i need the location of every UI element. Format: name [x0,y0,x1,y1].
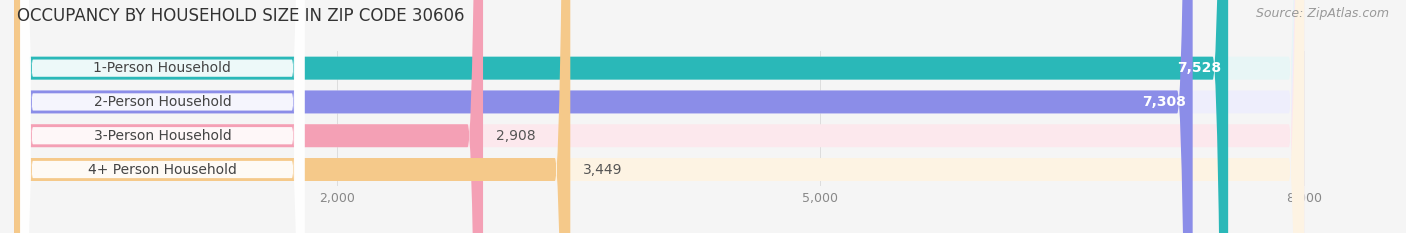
Text: 7,528: 7,528 [1178,61,1222,75]
Text: 4+ Person Household: 4+ Person Household [89,162,236,177]
FancyBboxPatch shape [21,0,304,233]
FancyBboxPatch shape [14,0,1305,233]
FancyBboxPatch shape [14,0,484,233]
Text: OCCUPANCY BY HOUSEHOLD SIZE IN ZIP CODE 30606: OCCUPANCY BY HOUSEHOLD SIZE IN ZIP CODE … [17,7,464,25]
Text: 2-Person Household: 2-Person Household [94,95,232,109]
FancyBboxPatch shape [14,0,1305,233]
Text: 3,449: 3,449 [583,162,623,177]
FancyBboxPatch shape [14,0,1305,233]
FancyBboxPatch shape [14,0,1305,233]
FancyBboxPatch shape [21,0,304,233]
FancyBboxPatch shape [21,0,304,233]
Text: 1-Person Household: 1-Person Household [93,61,232,75]
Text: Source: ZipAtlas.com: Source: ZipAtlas.com [1256,7,1389,20]
Text: 2,908: 2,908 [496,129,536,143]
Text: 3-Person Household: 3-Person Household [94,129,232,143]
FancyBboxPatch shape [14,0,571,233]
Text: 7,308: 7,308 [1142,95,1187,109]
FancyBboxPatch shape [14,0,1229,233]
FancyBboxPatch shape [21,0,304,233]
FancyBboxPatch shape [14,0,1192,233]
